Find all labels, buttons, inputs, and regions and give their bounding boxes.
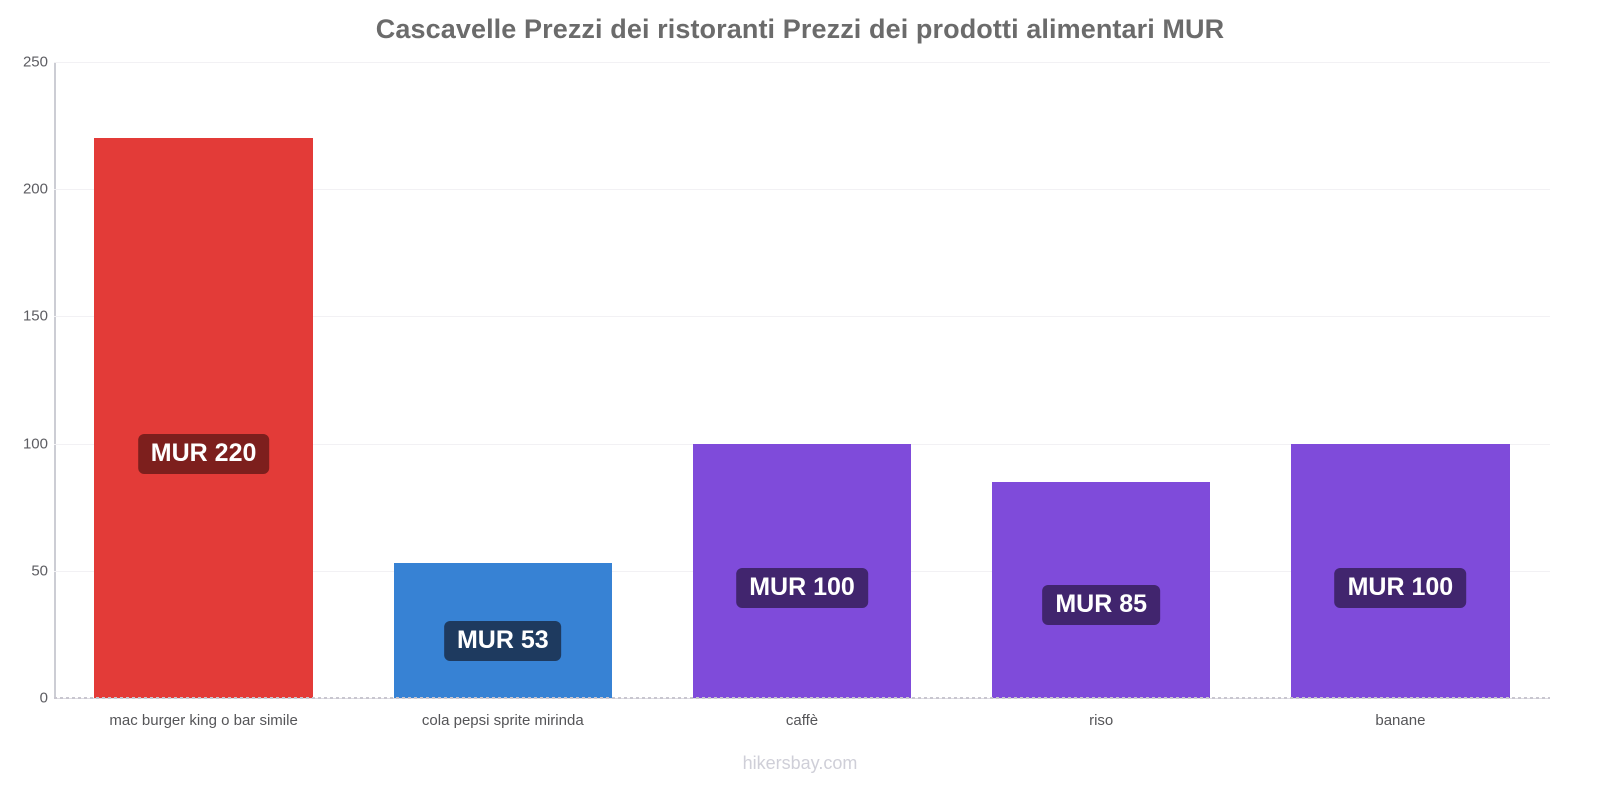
- bar[interactable]: MUR 85: [991, 481, 1211, 698]
- bar-value-label: MUR 53: [443, 620, 562, 661]
- y-axis-line: [54, 62, 56, 699]
- bar[interactable]: MUR 220: [94, 138, 313, 698]
- gridline-250: [54, 62, 1550, 63]
- bar[interactable]: MUR 53: [393, 563, 613, 698]
- chart-title: Cascavelle Prezzi dei ristoranti Prezzi …: [375, 14, 1225, 44]
- x-tick-label: caffè: [785, 712, 819, 729]
- bar[interactable]: MUR 100: [692, 443, 912, 698]
- y-tick-label: 100: [22, 435, 48, 453]
- gridline-150: [54, 316, 1550, 318]
- x-tick-label: mac burger king o bar simile: [109, 712, 298, 729]
- x-tick-label: riso: [1089, 712, 1114, 729]
- x-tick-label: cola pepsi sprite mirinda: [421, 712, 584, 729]
- gridline-200: [54, 189, 1550, 191]
- x-tick-label: banane: [1375, 712, 1426, 729]
- bar[interactable]: MUR 100: [1291, 443, 1510, 698]
- plot-area: MUR 220 MUR 53 MUR 100 MUR 85 MUR 100: [54, 62, 1550, 699]
- x-axis-line: [54, 697, 1550, 699]
- bar-value-label: MUR 100: [1334, 568, 1467, 609]
- y-tick-label: 200: [22, 180, 48, 198]
- watermark-hikersbay: hikersbay.com: [742, 753, 858, 773]
- y-tick-label: 250: [22, 53, 48, 71]
- y-tick-label: 0: [39, 689, 48, 707]
- y-tick-label: 150: [22, 307, 48, 325]
- bar-value-label: MUR 220: [137, 433, 270, 474]
- y-tick-label: 50: [31, 562, 48, 580]
- bar-value-label: MUR 85: [1042, 584, 1161, 625]
- bar-value-label: MUR 100: [736, 568, 868, 609]
